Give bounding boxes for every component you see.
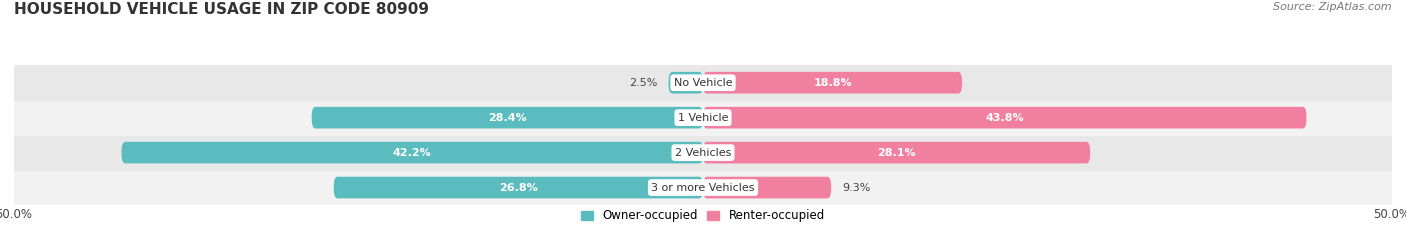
Bar	[14, 65, 1392, 100]
FancyBboxPatch shape	[669, 72, 703, 94]
Text: HOUSEHOLD VEHICLE USAGE IN ZIP CODE 80909: HOUSEHOLD VEHICLE USAGE IN ZIP CODE 8090…	[14, 2, 429, 17]
Bar	[14, 170, 1392, 205]
FancyBboxPatch shape	[333, 177, 703, 199]
FancyBboxPatch shape	[703, 107, 1306, 129]
FancyBboxPatch shape	[312, 107, 703, 129]
Bar	[14, 135, 1392, 170]
Legend: Owner-occupied, Renter-occupied: Owner-occupied, Renter-occupied	[576, 205, 830, 227]
Bar	[14, 100, 1392, 135]
Text: No Vehicle: No Vehicle	[673, 78, 733, 88]
Text: 9.3%: 9.3%	[842, 183, 870, 192]
FancyBboxPatch shape	[703, 72, 962, 94]
Text: 18.8%: 18.8%	[813, 78, 852, 88]
Text: 28.1%: 28.1%	[877, 148, 915, 158]
Text: 43.8%: 43.8%	[986, 113, 1024, 123]
Text: 28.4%: 28.4%	[488, 113, 527, 123]
FancyBboxPatch shape	[703, 142, 1090, 164]
Text: 1 Vehicle: 1 Vehicle	[678, 113, 728, 123]
Text: Source: ZipAtlas.com: Source: ZipAtlas.com	[1274, 2, 1392, 12]
Text: 26.8%: 26.8%	[499, 183, 537, 192]
Text: 3 or more Vehicles: 3 or more Vehicles	[651, 183, 755, 192]
FancyBboxPatch shape	[703, 177, 831, 199]
Text: 42.2%: 42.2%	[392, 148, 432, 158]
Text: 2.5%: 2.5%	[628, 78, 658, 88]
Text: 2 Vehicles: 2 Vehicles	[675, 148, 731, 158]
FancyBboxPatch shape	[121, 142, 703, 164]
